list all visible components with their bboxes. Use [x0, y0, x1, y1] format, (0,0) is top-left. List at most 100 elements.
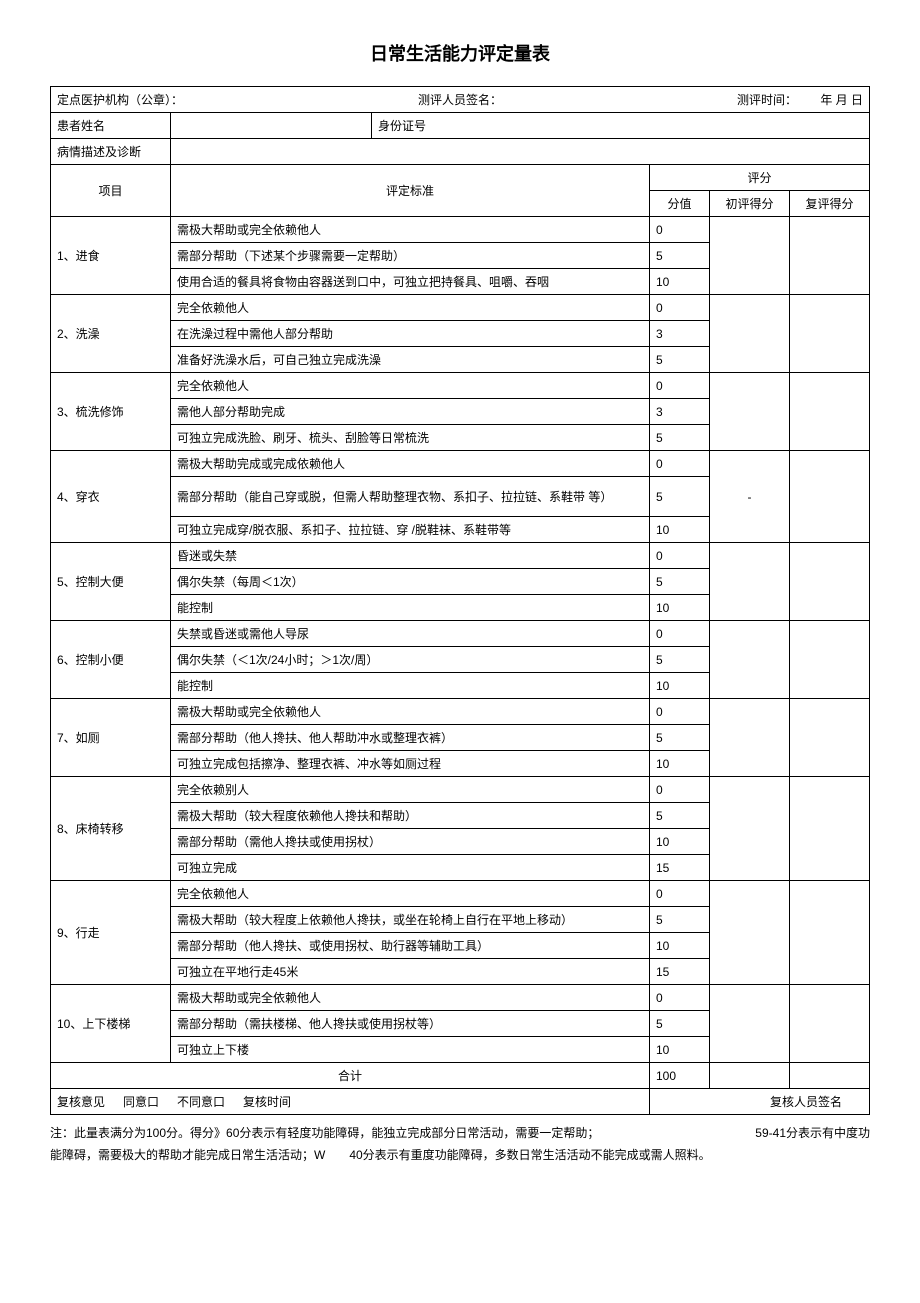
initial-score-cell — [710, 373, 790, 451]
table-row: 项目 评定标准 评分 — [51, 165, 870, 191]
table-row: 5、控制大便昏迷或失禁0 — [51, 543, 870, 569]
table-row: 患者姓名 身份证号 — [51, 113, 870, 139]
item-name: 2、洗澡 — [51, 295, 171, 373]
review-score-cell — [790, 777, 870, 881]
initial-score-cell — [710, 699, 790, 777]
org-label: 定点医护机构（公章）： — [57, 91, 183, 108]
score-cell: 15 — [650, 855, 710, 881]
score-cell: 5 — [650, 477, 710, 517]
initial-score-cell: - — [710, 451, 790, 543]
score-cell: 3 — [650, 321, 710, 347]
review-score-cell — [790, 295, 870, 373]
score-cell: 0 — [650, 295, 710, 321]
review-score-cell — [790, 881, 870, 985]
table-row: 复核意见 同意口 不同意口 复核时间 复核人员签名 — [51, 1089, 870, 1115]
score-cell: 0 — [650, 451, 710, 477]
criteria-cell: 在洗澡过程中需他人部分帮助 — [171, 321, 650, 347]
id-label: 身份证号 — [371, 113, 869, 138]
criteria-cell: 需部分帮助（下述某个步骤需要一定帮助） — [171, 243, 650, 269]
score-cell: 10 — [650, 673, 710, 699]
time-label: 测评时间： — [737, 93, 797, 107]
item-name: 5、控制大便 — [51, 543, 171, 621]
col-review: 复评得分 — [790, 191, 870, 217]
review-score-cell — [790, 217, 870, 295]
initial-score-cell — [710, 881, 790, 985]
criteria-cell: 需部分帮助（能自己穿或脱，但需人帮助整理衣物、系扣子、拉拉链、系鞋带 等） — [171, 477, 650, 517]
score-cell: 3 — [650, 399, 710, 425]
criteria-cell: 失禁或昏迷或需他人导尿 — [171, 621, 650, 647]
score-cell: 0 — [650, 985, 710, 1011]
note-line1b: 59-41分表示有中度功 — [755, 1123, 870, 1145]
criteria-cell: 完全依赖他人 — [171, 881, 650, 907]
time-value: 年 月 日 — [820, 93, 863, 107]
assessor-label: 测评人员签名： — [418, 91, 502, 108]
score-cell: 5 — [650, 347, 710, 373]
criteria-cell: 偶尔失禁（每周＜1次） — [171, 569, 650, 595]
score-cell: 5 — [650, 569, 710, 595]
criteria-cell: 可独立上下楼 — [171, 1037, 650, 1063]
score-cell: 0 — [650, 699, 710, 725]
criteria-cell: 需部分帮助（需他人搀扶或使用拐杖） — [171, 829, 650, 855]
criteria-cell: 可独立在平地行走45米 — [171, 959, 650, 985]
score-cell: 0 — [650, 543, 710, 569]
item-name: 6、控制小便 — [51, 621, 171, 699]
table-row: 6、控制小便失禁或昏迷或需他人导尿0 — [51, 621, 870, 647]
table-row: 4、穿衣需极大帮助完成或完成依赖他人0- — [51, 451, 870, 477]
table-row: 7、如厕需极大帮助或完全依赖他人0 — [51, 699, 870, 725]
item-name: 3、梳洗修饰 — [51, 373, 171, 451]
score-cell: 10 — [650, 829, 710, 855]
total-value: 100 — [650, 1063, 710, 1089]
table-row: 合计 100 — [51, 1063, 870, 1089]
review-score-cell — [790, 985, 870, 1063]
score-cell: 10 — [650, 517, 710, 543]
table-row: 1、进食需极大帮助或完全依赖他人0 — [51, 217, 870, 243]
item-name: 7、如厕 — [51, 699, 171, 777]
review-score-cell — [790, 699, 870, 777]
table-row: 病情描述及诊断 — [51, 139, 870, 165]
col-criteria: 评定标准 — [171, 165, 650, 217]
table-row: 10、上下楼梯需极大帮助或完全依赖他人0 — [51, 985, 870, 1011]
criteria-cell: 需极大帮助或完全依赖他人 — [171, 217, 650, 243]
table-row: 定点医护机构（公章）： 测评人员签名： 测评时间： 年 月 日 — [51, 87, 870, 113]
initial-score-cell — [710, 295, 790, 373]
score-cell: 10 — [650, 595, 710, 621]
item-name: 4、穿衣 — [51, 451, 171, 543]
col-item: 项目 — [51, 165, 171, 217]
criteria-cell: 需极大帮助完成或完成依赖他人 — [171, 451, 650, 477]
criteria-cell: 需极大帮助（较大程度上依赖他人搀扶，或坐在轮椅上自行在平地上移动） — [171, 907, 650, 933]
criteria-cell: 可独立完成洗脸、刷牙、梳头、刮脸等日常梳洗 — [171, 425, 650, 451]
criteria-cell: 完全依赖别人 — [171, 777, 650, 803]
score-cell: 5 — [650, 725, 710, 751]
score-cell: 0 — [650, 621, 710, 647]
score-cell: 5 — [650, 647, 710, 673]
review-score-cell — [790, 373, 870, 451]
review-score-cell — [790, 621, 870, 699]
score-cell: 5 — [650, 803, 710, 829]
review-score-cell — [790, 451, 870, 543]
review-time-label: 复核时间 — [243, 1093, 291, 1110]
criteria-cell: 可独立完成包括擦净、整理衣裤、冲水等如厕过程 — [171, 751, 650, 777]
criteria-cell: 需极大帮助或完全依赖他人 — [171, 699, 650, 725]
score-cell: 5 — [650, 907, 710, 933]
table-row: 3、梳洗修饰完全依赖他人0 — [51, 373, 870, 399]
col-initial: 初评得分 — [710, 191, 790, 217]
initial-score-cell — [710, 543, 790, 621]
item-name: 9、行走 — [51, 881, 171, 985]
score-cell: 15 — [650, 959, 710, 985]
table-row: 8、床椅转移完全依赖别人0 — [51, 777, 870, 803]
item-name: 10、上下楼梯 — [51, 985, 171, 1063]
score-cell: 10 — [650, 269, 710, 295]
criteria-cell: 完全依赖他人 — [171, 295, 650, 321]
score-cell: 5 — [650, 243, 710, 269]
criteria-cell: 昏迷或失禁 — [171, 543, 650, 569]
score-cell: 0 — [650, 881, 710, 907]
total-label: 合计 — [51, 1063, 650, 1089]
review-score-cell — [790, 543, 870, 621]
criteria-cell: 完全依赖他人 — [171, 373, 650, 399]
score-cell: 0 — [650, 777, 710, 803]
criteria-cell: 使用合适的餐具将食物由容器送到口中，可独立把持餐具、咀嚼、吞咽 — [171, 269, 650, 295]
col-score-value: 分值 — [650, 191, 710, 217]
criteria-cell: 可独立完成 — [171, 855, 650, 881]
item-name: 8、床椅转移 — [51, 777, 171, 881]
score-cell: 10 — [650, 751, 710, 777]
